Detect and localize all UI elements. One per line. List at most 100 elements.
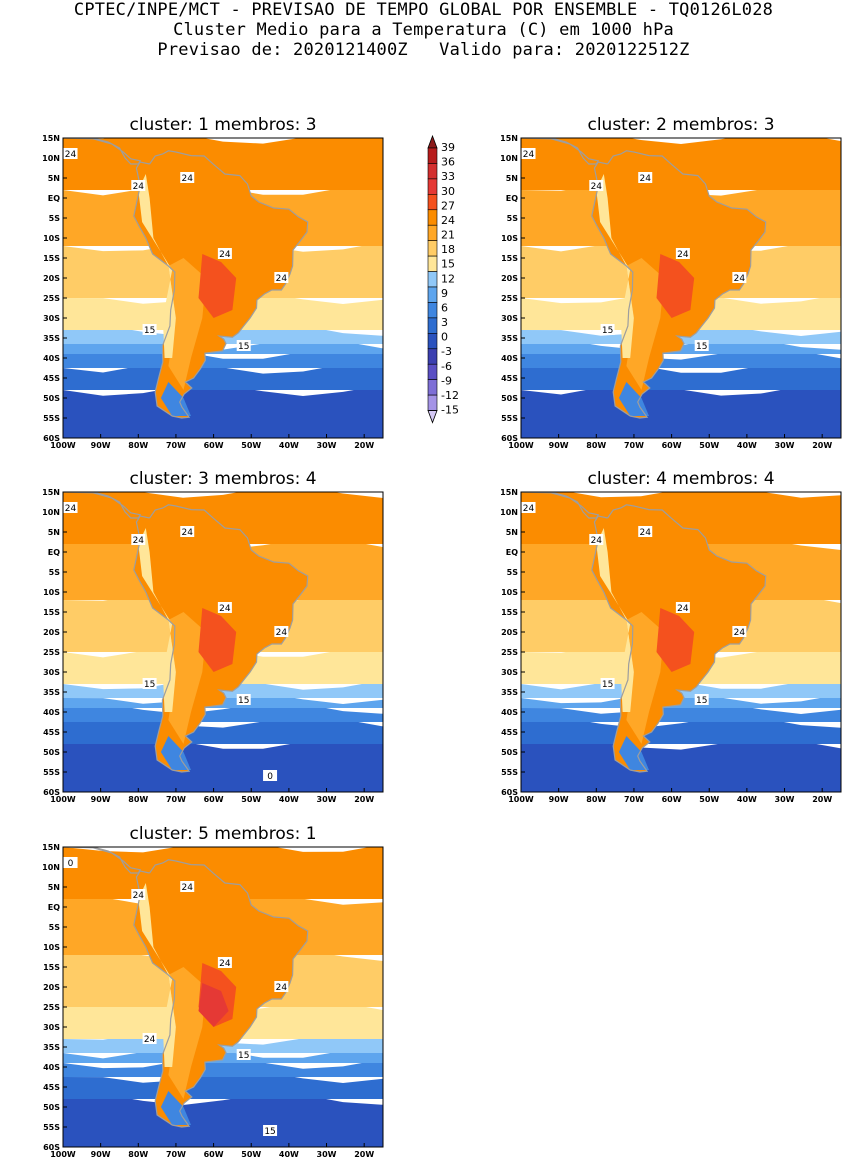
coastline-central-america (521, 492, 600, 519)
lon-label: 20W (812, 795, 832, 804)
lon-label: 30W (317, 795, 337, 804)
lat-label: 35S (43, 334, 60, 343)
map-field (521, 138, 841, 438)
lat-label: 50S (501, 748, 518, 757)
map-frame (520, 137, 842, 439)
temp-band (521, 738, 841, 792)
map-frame (520, 491, 842, 793)
svg-text:24: 24 (182, 174, 194, 184)
lat-label: 25S (43, 294, 60, 303)
coastline-central-america (63, 138, 142, 165)
lat-label: 50S (43, 748, 60, 757)
lon-label: 80W (586, 441, 606, 450)
colorbar-label: 6 (441, 301, 448, 314)
lat-label: 35S (501, 688, 518, 697)
lat-label: 45S (43, 728, 60, 737)
svg-text:24: 24 (677, 250, 689, 260)
contour-label: 0 (63, 857, 78, 869)
contour-label: 15 (142, 678, 157, 690)
colorbar-segment (427, 163, 438, 180)
svg-text:24: 24 (65, 504, 77, 514)
lon-label: 50W (699, 441, 719, 450)
colorbar-segment (427, 317, 438, 334)
map-panel-2: cluster: 2 membros: 3 15N 10N 5N EQ 5S 10S 15S 2… (500, 115, 842, 450)
lat-label: 5S (49, 214, 61, 223)
contour-label: 24 (589, 534, 604, 546)
lon-label: 100W (50, 441, 76, 450)
contour-label: 15 (142, 324, 157, 336)
lon-label: 90W (91, 441, 111, 450)
land-band (626, 258, 665, 390)
patagonia (618, 382, 649, 416)
contour-label: 15 (694, 694, 709, 706)
map-frame (62, 137, 384, 439)
patagonia (160, 736, 191, 770)
lon-label: 30W (775, 795, 795, 804)
svg-text:24: 24 (182, 528, 194, 538)
contour-label: 24 (131, 534, 146, 546)
contour-label: 24 (142, 1033, 157, 1045)
colorbar-label: 15 (441, 258, 455, 271)
svg-text:24: 24 (523, 504, 535, 514)
colorbar-segment (427, 302, 438, 319)
lon-label: 70W (166, 441, 186, 450)
lon-label: 80W (586, 795, 606, 804)
contour-label: 24 (63, 148, 78, 160)
lat-label: 60S (501, 788, 518, 797)
contour-label: 24 (521, 148, 536, 160)
colorbar-label: 39 (441, 141, 455, 154)
lat-label: 15S (43, 963, 60, 972)
contour-label: 24 (274, 626, 289, 638)
colorbar-label: 30 (441, 185, 455, 198)
lat-label: 55S (43, 768, 60, 777)
colorbar-segment (427, 348, 438, 365)
colorbar-segment (427, 379, 438, 396)
coastline-central-america (63, 847, 142, 874)
colorbar-label: 24 (441, 214, 455, 227)
svg-text:24: 24 (182, 883, 194, 893)
lat-label: 25S (43, 1003, 60, 1012)
lat-label: 15S (43, 608, 60, 617)
andes-cool (138, 174, 176, 358)
lon-label: 90W (91, 1150, 111, 1157)
colorbar-segment (427, 178, 438, 195)
contour-label: 24 (638, 526, 653, 538)
svg-text:0: 0 (267, 772, 273, 782)
lon-label: 50W (241, 795, 261, 804)
patagonia (618, 736, 649, 770)
colorbar-label: 0 (441, 331, 448, 344)
svg-text:24: 24 (133, 182, 145, 192)
lat-label: EQ (48, 903, 60, 912)
land-band (168, 258, 207, 390)
temp-band (521, 702, 841, 722)
lat-label: 20S (43, 628, 60, 637)
panel-title: cluster: 2 membros: 3 (587, 115, 774, 135)
lat-label: 35S (43, 688, 60, 697)
colorbar-top-arrow (427, 134, 438, 149)
svg-text:15: 15 (602, 326, 613, 336)
lat-label: 5N (506, 528, 518, 537)
lat-label: 15S (43, 254, 60, 263)
panel-title: cluster: 4 membros: 4 (587, 469, 774, 489)
svg-text:24: 24 (523, 150, 535, 160)
svg-text:24: 24 (591, 182, 603, 192)
lat-label: 40S (43, 1063, 60, 1072)
lat-label: 10S (501, 588, 518, 597)
lat-label: 30S (43, 668, 60, 677)
svg-text:15: 15 (238, 1051, 249, 1061)
hot-core (198, 608, 237, 672)
svg-text:15: 15 (696, 342, 707, 352)
lon-label: 50W (241, 441, 261, 450)
lat-label: 30S (501, 668, 518, 677)
colorbar-bottom-arrow (427, 410, 438, 424)
andes-cool (138, 883, 176, 1067)
lat-label: 45S (501, 374, 518, 383)
lat-label: 10S (43, 943, 60, 952)
lat-label: 50S (43, 1103, 60, 1112)
andes-cool (596, 174, 634, 358)
temp-band (521, 362, 841, 390)
lon-label: 100W (50, 795, 76, 804)
lon-label: 20W (354, 795, 374, 804)
temp-band (63, 362, 383, 390)
colorbar-label: 3 (441, 316, 448, 329)
